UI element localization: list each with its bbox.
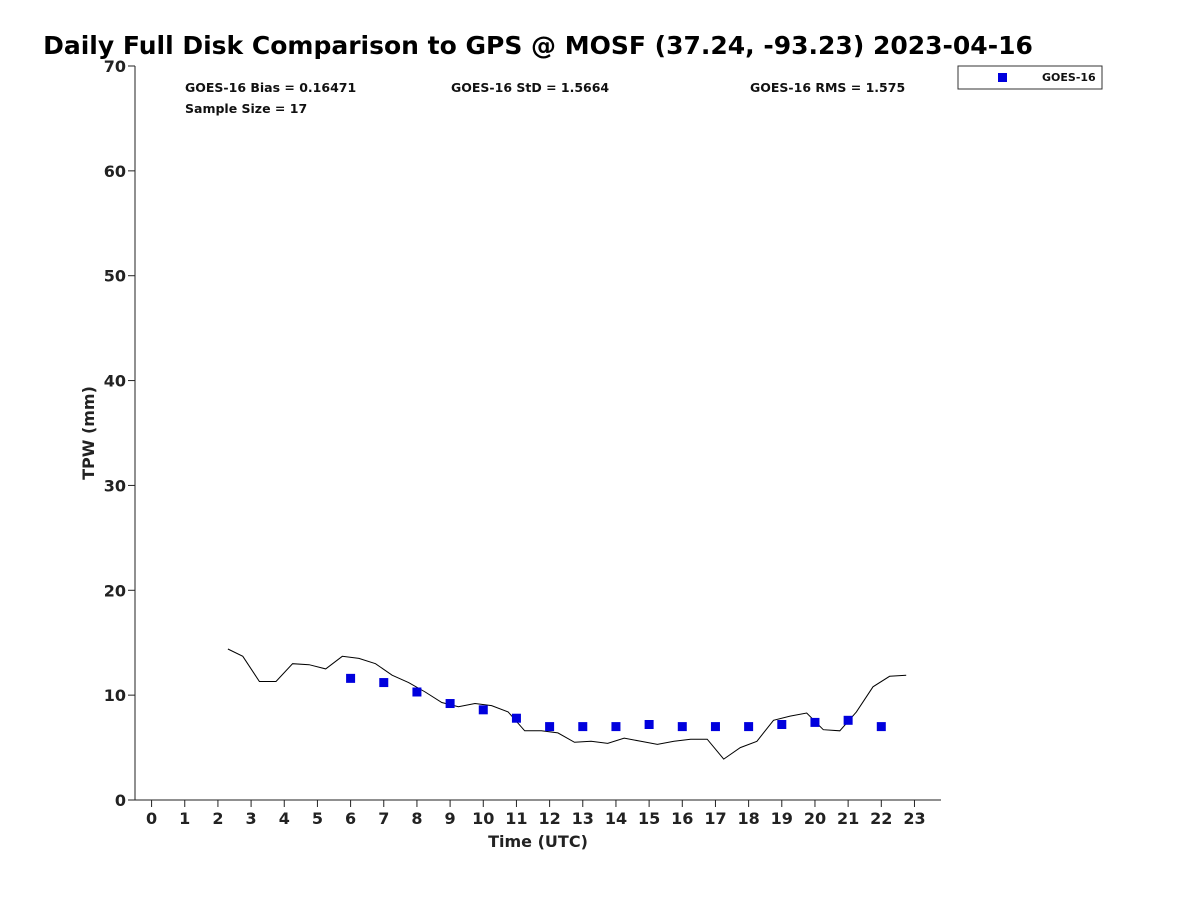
x-tick-label: 11 — [505, 809, 527, 828]
x-tick-label: 8 — [411, 809, 422, 828]
x-tick-label: 14 — [605, 809, 627, 828]
gps-line-series — [227, 648, 907, 760]
goes16-data-point — [644, 720, 654, 730]
x-tick-label: 16 — [671, 809, 693, 828]
y-axis-label: TPW (mm) — [79, 386, 98, 480]
gps-tpw-line — [227, 648, 907, 760]
y-axis-ticks: 0 10 20 30 40 50 60 70 — [104, 57, 135, 810]
axes — [134, 66, 941, 801]
stat-std: GOES-16 StD = 1.5664 — [451, 80, 609, 95]
x-tick-label: 0 — [146, 809, 157, 828]
y-tick-label: 50 — [104, 267, 126, 286]
legend-box — [957, 65, 1103, 90]
x-tick-label: 5 — [312, 809, 323, 828]
goes16-data-point — [611, 722, 621, 732]
x-tick-label: 17 — [704, 809, 726, 828]
x-tick-label: 6 — [345, 809, 356, 828]
goes16-data-point — [379, 678, 389, 688]
x-tick-label: 21 — [837, 809, 859, 828]
goes16-data-point — [578, 722, 588, 732]
x-tick-label: 18 — [737, 809, 759, 828]
x-tick-label: 2 — [212, 809, 223, 828]
x-tick-label: 12 — [538, 809, 560, 828]
goes16-data-point — [346, 673, 356, 683]
x-tick-label: 4 — [279, 809, 290, 828]
legend-label-goes16: GOES-16 — [1042, 71, 1096, 84]
y-tick-label: 30 — [104, 476, 126, 495]
goes16-data-point — [412, 687, 422, 697]
goes16-data-point — [445, 699, 455, 709]
goes16-data-point — [677, 722, 687, 732]
chart-title: Daily Full Disk Comparison to GPS @ MOSF… — [43, 31, 1033, 60]
legend: GOES-16 — [957, 65, 1103, 90]
x-tick-label: 9 — [445, 809, 456, 828]
x-tick-label: 7 — [378, 809, 389, 828]
goes16-data-point — [511, 713, 521, 723]
stat-rms: GOES-16 RMS = 1.575 — [750, 80, 905, 95]
goes16-data-point — [710, 722, 720, 732]
stat-sample-size: Sample Size = 17 — [185, 101, 307, 116]
x-tick-label: 19 — [771, 809, 793, 828]
goes16-data-point — [876, 722, 886, 732]
y-tick-label: 10 — [104, 686, 126, 705]
x-axis-label: Time (UTC) — [488, 832, 588, 851]
goes16-data-point — [810, 717, 820, 727]
x-tick-label: 13 — [572, 809, 594, 828]
y-tick-label: 70 — [104, 57, 126, 76]
x-tick-label: 3 — [246, 809, 257, 828]
x-tick-label: 10 — [472, 809, 494, 828]
x-tick-label: 1 — [179, 809, 190, 828]
y-tick-label: 60 — [104, 162, 126, 181]
x-tick-label: 23 — [903, 809, 925, 828]
goes16-data-point — [545, 722, 555, 732]
x-axis-ticks: 0 1 2 3 4 5 6 7 8 9 10 11 12 13 14 15 16 17 18 19 20 21 22 23 — [146, 800, 926, 828]
stat-bias: GOES-16 Bias = 0.16471 — [185, 80, 356, 95]
x-tick-label: 15 — [638, 809, 660, 828]
x-tick-label: 22 — [870, 809, 892, 828]
goes16-data-point — [744, 722, 754, 732]
goes16-data-point — [777, 720, 787, 730]
y-tick-label: 40 — [104, 372, 126, 391]
goes16-data-point — [843, 715, 853, 725]
y-tick-label: 20 — [104, 581, 126, 600]
y-tick-label: 0 — [115, 791, 126, 810]
goes16-data-point — [478, 705, 488, 715]
legend-marker-goes16 — [998, 73, 1007, 82]
x-tick-label: 20 — [804, 809, 826, 828]
goes16-point-series — [346, 673, 886, 732]
